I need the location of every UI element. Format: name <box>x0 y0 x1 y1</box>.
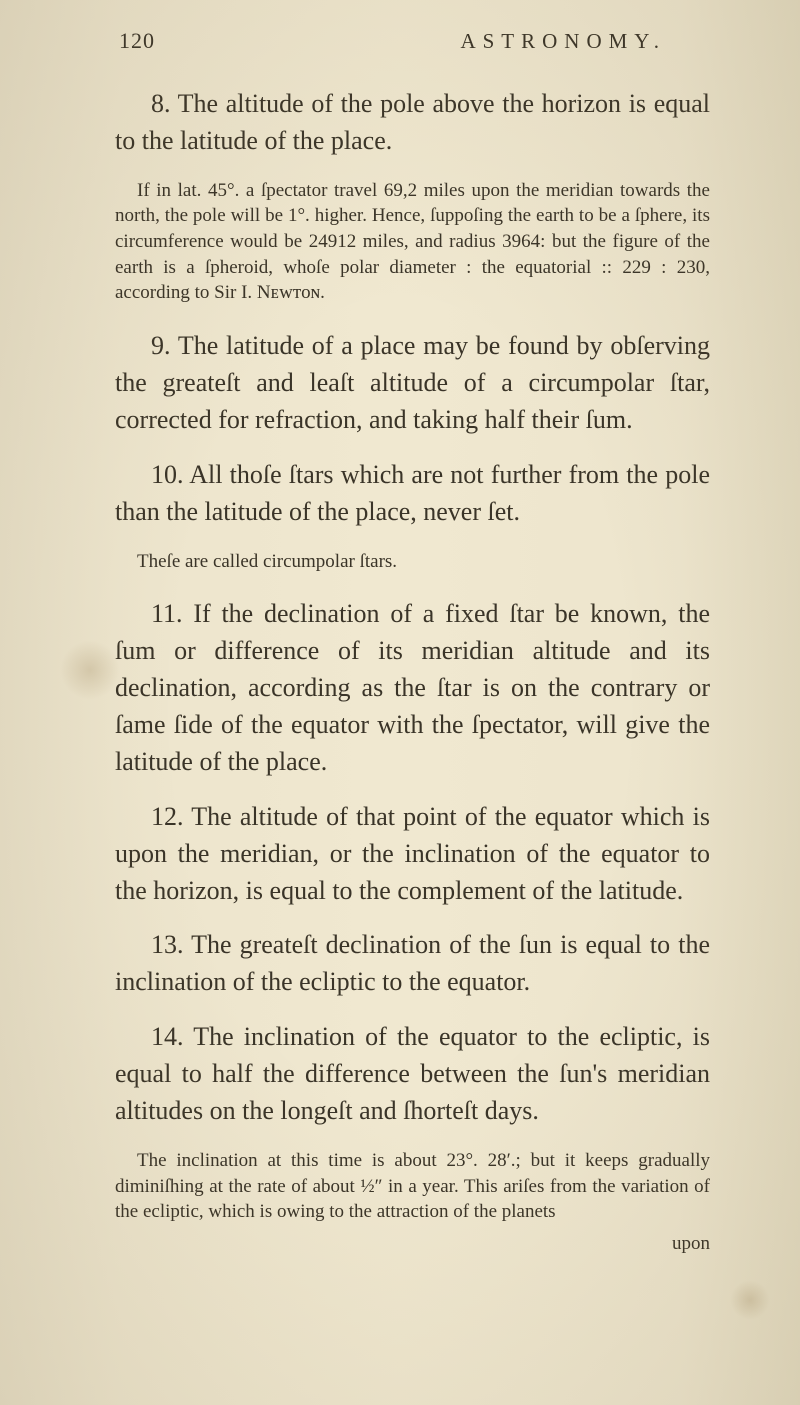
page-container: 120 ASTRONOMY. 8. The altitude of the po… <box>0 0 800 1295</box>
paragraph-11: 11. If the declination of a fixed ſtar b… <box>115 596 710 781</box>
header-row: 120 ASTRONOMY. <box>115 28 710 54</box>
paragraph-9: 9. The latitude of a place may be found … <box>115 328 710 439</box>
note-10: Theſe are called circumpolar ſtars. <box>115 549 710 575</box>
running-head: ASTRONOMY. <box>460 29 666 54</box>
paragraph-8: 8. The altitude of the pole above the ho… <box>115 86 710 160</box>
note-14: The inclination at this time is about 23… <box>115 1148 710 1225</box>
catchword: upon <box>115 1233 710 1255</box>
paragraph-13: 13. The greateſt declination of the ſun … <box>115 927 710 1001</box>
paragraph-10: 10. All thoſe ſtars which are not furthe… <box>115 457 710 531</box>
note-8: If in lat. 45°. a ſpectator travel 69,2 … <box>115 178 710 306</box>
page-number: 120 <box>119 28 155 54</box>
paragraph-14: 14. The inclination of the equator to th… <box>115 1019 710 1130</box>
paragraph-12: 12. The altitude of that point of the eq… <box>115 799 710 910</box>
